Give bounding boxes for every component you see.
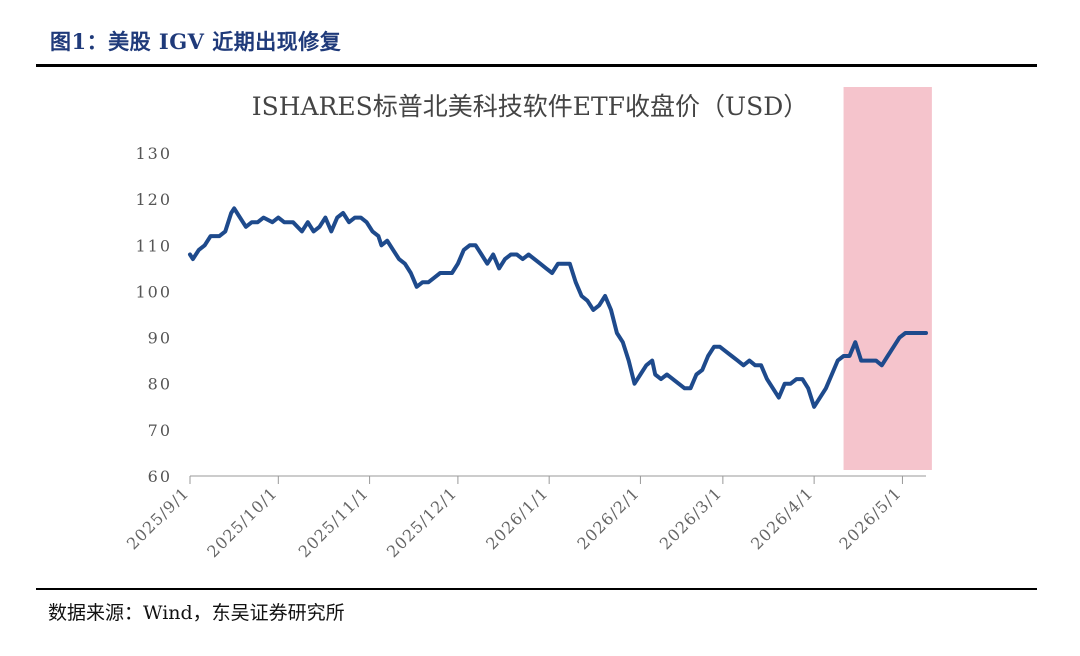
y-tick-label: 80: [148, 375, 172, 394]
y-axis: 60 70 80 90 100 110 120 130: [135, 144, 172, 486]
x-tick-label: 2025/12/1: [383, 483, 461, 561]
x-tick-label: 2026/2/1: [573, 483, 643, 553]
bottom-rule: [36, 588, 1037, 590]
line-chart: ISHARES标普北美科技软件ETF收盘价（USD） 60 70 80 90 100 11…: [123, 87, 932, 561]
series-line: [188, 206, 928, 409]
y-tick-label: 100: [135, 282, 172, 301]
y-tick-label: 60: [148, 467, 172, 486]
x-tick-label: 2026/3/1: [656, 483, 726, 553]
figure-title: 图1：美股 IGV 近期出现修复: [50, 29, 342, 54]
chart-title: ISHARES标普北美科技软件ETF收盘价（USD）: [252, 92, 809, 121]
source-note: 数据来源：Wind，东吴证券研究所: [48, 602, 345, 624]
series-group: [188, 206, 928, 409]
x-axis: 2025/9/1 2025/10/1 2025/11/1 2025/12/1 2026/…: [123, 475, 926, 561]
y-tick-label: 120: [135, 190, 172, 209]
x-tick-label: 2026/4/1: [747, 483, 817, 553]
top-rule: [36, 64, 1037, 67]
x-tick-label: 2025/9/1: [123, 483, 193, 553]
y-tick-label: 70: [148, 421, 172, 440]
y-tick-label: 130: [135, 144, 172, 163]
highlight-band: [843, 87, 932, 470]
x-tick-label: 2025/10/1: [203, 483, 281, 561]
x-tick-label: 2025/11/1: [295, 483, 373, 561]
y-tick-label: 90: [148, 329, 172, 348]
y-tick-label: 110: [135, 236, 172, 255]
x-tick-label: 2026/5/1: [835, 483, 905, 553]
x-tick-label: 2026/1/1: [482, 483, 552, 553]
